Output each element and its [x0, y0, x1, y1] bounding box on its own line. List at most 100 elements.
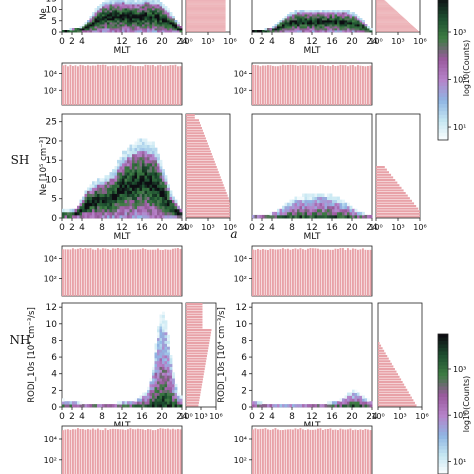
- heat-cell: [349, 24, 353, 27]
- colorbar-segment: [438, 39, 448, 44]
- heat-cell: [114, 22, 118, 25]
- heat-cell: [167, 211, 170, 216]
- heat-cell: [99, 190, 103, 194]
- heat-cell: [107, 214, 110, 219]
- heat-cell: [164, 389, 168, 393]
- heat-cell: [144, 30, 148, 33]
- heat-cell: [72, 401, 75, 405]
- heat-cell: [102, 193, 105, 197]
- colorbar-segment: [438, 341, 448, 345]
- heat-cell: [112, 16, 115, 19]
- heat-cell: [119, 187, 123, 191]
- heat-cell: [312, 211, 315, 216]
- heat-cell: [157, 0, 160, 3]
- heat-cell: [127, 190, 130, 194]
- hist-bar: [376, 30, 419, 31]
- heat-cell: [127, 205, 130, 210]
- heat-cell: [92, 196, 95, 201]
- heat-cell: [97, 12, 100, 15]
- heat-cell: [152, 18, 155, 21]
- hist-tick-label: 10⁰: [369, 223, 382, 232]
- heat-cell: [367, 401, 370, 405]
- hist-bar: [302, 249, 304, 296]
- heat-cell: [72, 211, 75, 216]
- heat-cell: [124, 196, 128, 201]
- heat-cell: [129, 12, 133, 15]
- heat-cell: [154, 147, 158, 152]
- heat-cell: [354, 208, 358, 213]
- heat-cell: [314, 12, 318, 15]
- hist-bar: [378, 396, 412, 399]
- hist-bar: [119, 429, 122, 474]
- hist-bar: [186, 145, 209, 148]
- heat-cell: [162, 211, 165, 216]
- hist-bar: [329, 428, 332, 474]
- heat-cell: [352, 16, 355, 19]
- hist-bar: [329, 66, 332, 105]
- heat-cell: [99, 193, 103, 197]
- colorbar-segment: [438, 46, 448, 51]
- heat-cell: [127, 172, 130, 176]
- heat-cell: [74, 208, 78, 213]
- heat-cell: [137, 0, 140, 3]
- hist-bar: [376, 166, 385, 169]
- heat-cell: [94, 404, 98, 408]
- hist-bar: [122, 429, 124, 474]
- hist-bar: [186, 26, 226, 28]
- hist-bar: [376, 25, 414, 27]
- heat-cell: [117, 178, 120, 182]
- heat-cell: [302, 18, 305, 21]
- heat-cell: [139, 24, 143, 27]
- y-tick-label: 2: [51, 386, 57, 396]
- heat-cell: [164, 30, 168, 33]
- heat-cell: [144, 401, 148, 405]
- heat-cell: [157, 208, 160, 213]
- hist-bar: [378, 383, 405, 386]
- heat-cell: [89, 190, 93, 194]
- heat-cell: [64, 30, 68, 33]
- heat-cell: [92, 22, 95, 25]
- heat-cell: [119, 6, 123, 9]
- heat-cell: [87, 196, 90, 201]
- hist-bar: [159, 249, 162, 296]
- hist-bar: [319, 249, 322, 296]
- heat-cell: [317, 18, 320, 21]
- heat-cell: [172, 208, 175, 213]
- heat-cell: [289, 208, 293, 213]
- heat-cell: [154, 193, 158, 197]
- hist-bar: [282, 64, 284, 105]
- hist-bar: [344, 429, 347, 474]
- heat-cell: [152, 369, 155, 373]
- hist-bar: [347, 248, 349, 296]
- heat-cell: [149, 30, 153, 33]
- heat-cell: [134, 28, 138, 31]
- heat-cell: [149, 214, 153, 219]
- x-tick-label: 24: [176, 412, 188, 422]
- heat-cell: [349, 28, 353, 31]
- heat-cell: [112, 175, 115, 179]
- heat-cell: [299, 18, 303, 21]
- heat-cell: [132, 214, 135, 219]
- hist-bar: [378, 355, 388, 358]
- hist-bar: [89, 248, 92, 296]
- heat-cell: [92, 14, 95, 17]
- heat-cell: [137, 4, 140, 7]
- heat-cell: [114, 14, 118, 17]
- heat-cell: [104, 22, 108, 25]
- hist-bar: [132, 65, 134, 105]
- heat-cell: [97, 18, 100, 21]
- heat-cell: [152, 20, 155, 23]
- heat-cell: [159, 404, 163, 408]
- heat-cell: [332, 18, 335, 21]
- x-tick-label: 0: [59, 37, 65, 47]
- heat-cell: [172, 401, 175, 405]
- heat-cell: [137, 153, 140, 158]
- hist-bar: [376, 215, 420, 218]
- heat-cell: [327, 20, 330, 23]
- heat-cell: [157, 205, 160, 210]
- heat-cell: [347, 404, 350, 408]
- heat-cell: [114, 30, 118, 33]
- heat-cell: [137, 141, 140, 145]
- heat-cell: [69, 404, 73, 408]
- hist-bar: [378, 370, 397, 373]
